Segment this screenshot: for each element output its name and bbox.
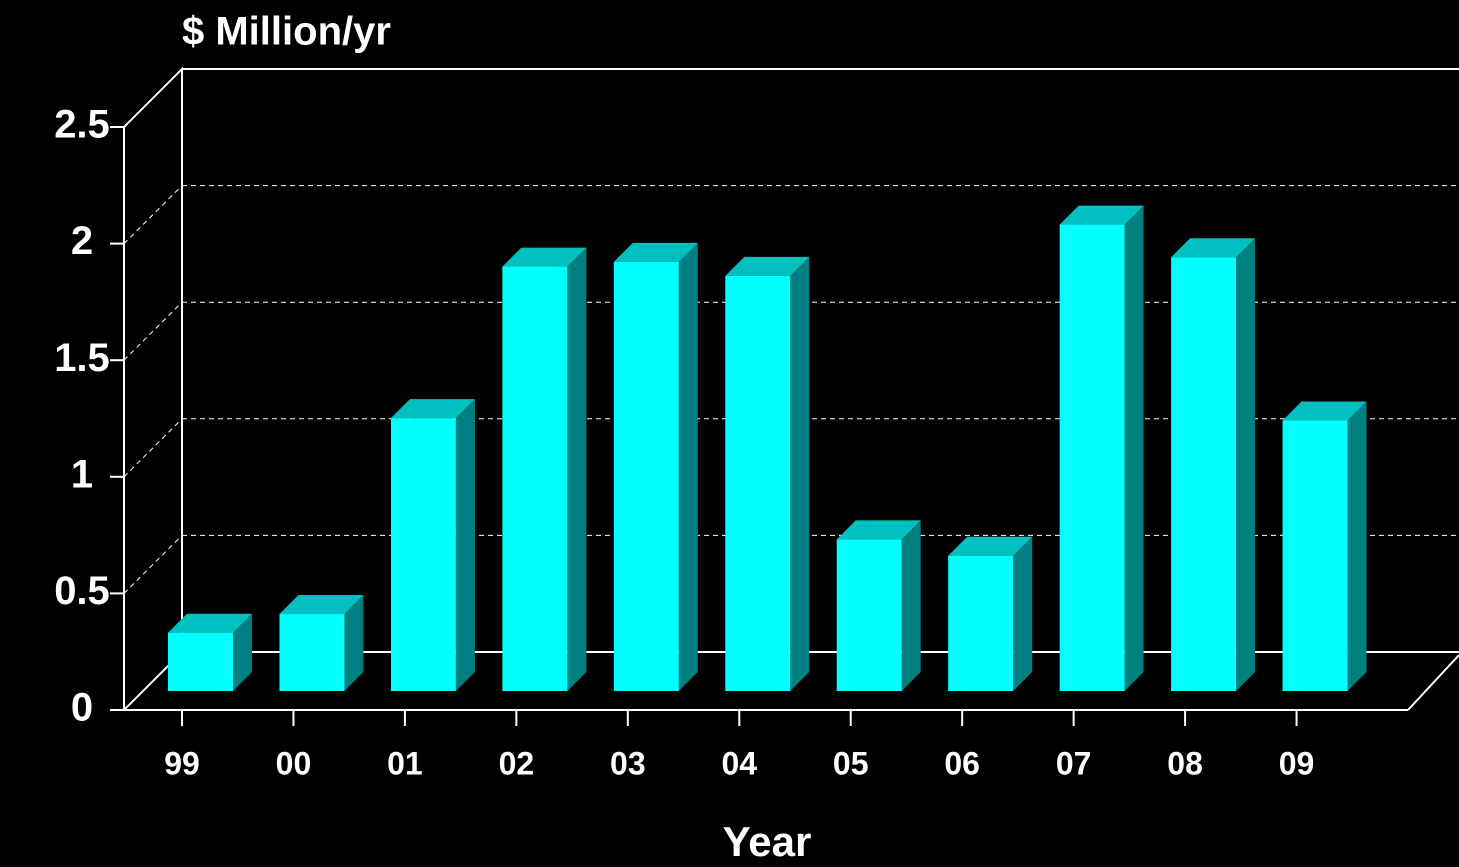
bar-side [1013,536,1033,691]
y-tick-label: 0 [71,686,93,730]
y-tick-label: 1 [71,452,93,496]
bar [168,632,233,691]
bar [1059,224,1125,691]
x-tick-label: 05 [833,745,869,781]
bar-top [1059,205,1144,225]
bar-side [1124,205,1144,691]
bar [390,418,456,691]
bar [1171,257,1237,691]
x-tick-label: 04 [721,745,757,781]
bar-side [790,256,810,691]
grid-line [123,418,183,478]
y-tick-label: 1.5 [54,336,110,380]
x-tick-label: 09 [1279,745,1315,781]
bar-top [1171,238,1256,258]
x-tick-label: 08 [1167,745,1203,781]
bar-side [233,613,252,691]
bar-side [567,247,587,692]
bar [948,555,1014,691]
bar-top [613,242,698,262]
x-tick-label: 06 [944,745,980,781]
x-tick-label: 00 [276,745,312,781]
y-tick-label: 2 [71,219,93,263]
y-tick-label: 0.5 [54,569,110,613]
bar [613,261,679,691]
bar-side [455,399,475,691]
grid-line [123,535,183,594]
x-tick-label: 03 [610,745,646,781]
bar-side [1236,238,1256,692]
bar-top [948,536,1033,556]
bar-top [168,613,252,633]
bar [725,275,791,691]
x-tick-label: 99 [164,745,200,781]
bar-top [502,247,587,267]
bar [836,539,902,691]
floor-right [1407,654,1459,711]
x-tick-label: 02 [499,745,535,781]
x-tick-label: 07 [1056,745,1092,781]
x-tick-label: 01 [387,745,423,781]
grid-line [123,185,183,244]
grid-line [123,301,183,361]
bar-side [344,595,364,691]
bar [502,266,568,691]
chart-title: $ Million/yr [182,10,391,54]
bar-top [390,399,475,419]
bar-top [836,520,921,540]
x-axis-label: Year [723,818,812,865]
bar-top [279,595,364,615]
bar-side [1347,401,1367,691]
bar-top [725,256,810,276]
bar [1282,420,1348,691]
bar-top [1282,401,1367,421]
bar-side [901,520,921,691]
bar-side [678,242,698,692]
bar [279,614,345,691]
y-tick-label: 2.5 [54,103,110,147]
